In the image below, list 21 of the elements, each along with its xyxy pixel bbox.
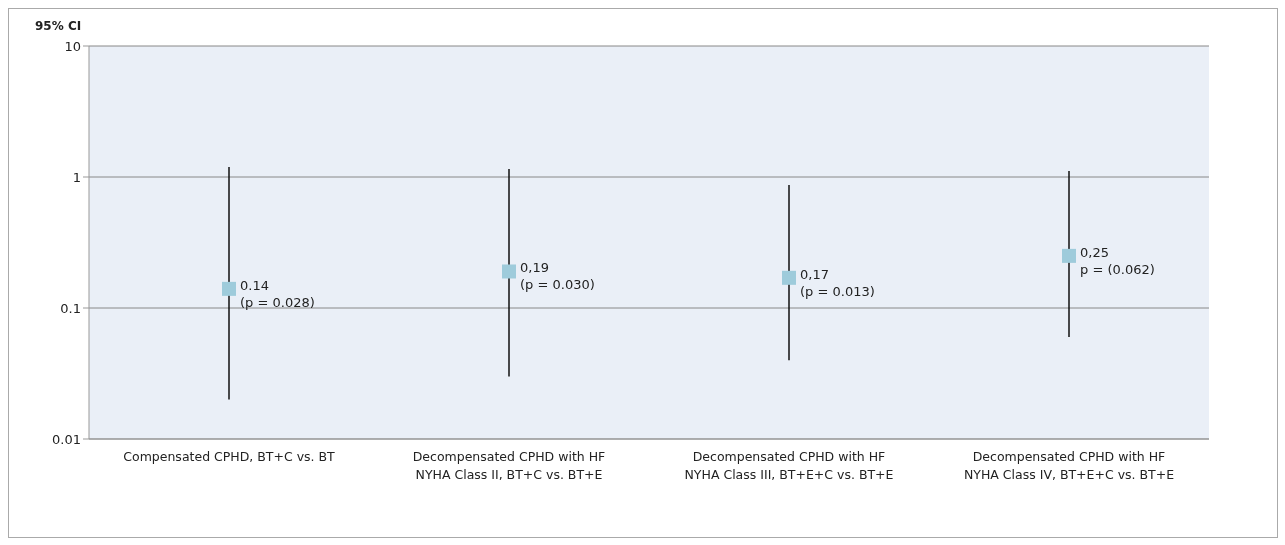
annotation: p = (0.062) xyxy=(1080,261,1155,277)
data-label: 0.14 xyxy=(240,277,269,293)
x-tick-label: Decompensated CPHD with HF NYHA Class III, BT+E+C vs. BT+E xyxy=(684,449,894,482)
x-tick-label: Decompensated CPHD with HF NYHA Class II, BT+C vs. BT+E xyxy=(412,449,606,482)
annotation: (p = 0.030) xyxy=(520,277,595,293)
y-tick-label: 1 xyxy=(72,169,81,185)
point xyxy=(1062,248,1076,263)
x-tick-label: Decompensated CPHD with HF NYHA Class IV, BT+E+C vs. BT+E xyxy=(963,449,1175,482)
point xyxy=(782,270,796,285)
point xyxy=(502,264,516,279)
y-tick-label: 0.1 xyxy=(60,300,81,316)
data-label: 0,17 xyxy=(800,266,829,282)
y-tick-label: 0.01 xyxy=(52,431,81,447)
y-axis-title: 95% CI xyxy=(35,19,82,33)
x-tick-label: Compensated CPHD, BT+C vs. BT xyxy=(123,449,336,464)
point xyxy=(222,281,236,296)
data-label: 0,25 xyxy=(1080,244,1109,260)
annotation: (p = 0.013) xyxy=(800,283,875,299)
data-label: 0,19 xyxy=(520,260,549,276)
annotation: (p = 0.028) xyxy=(240,294,315,310)
y-tick-label: 10 xyxy=(64,38,81,54)
